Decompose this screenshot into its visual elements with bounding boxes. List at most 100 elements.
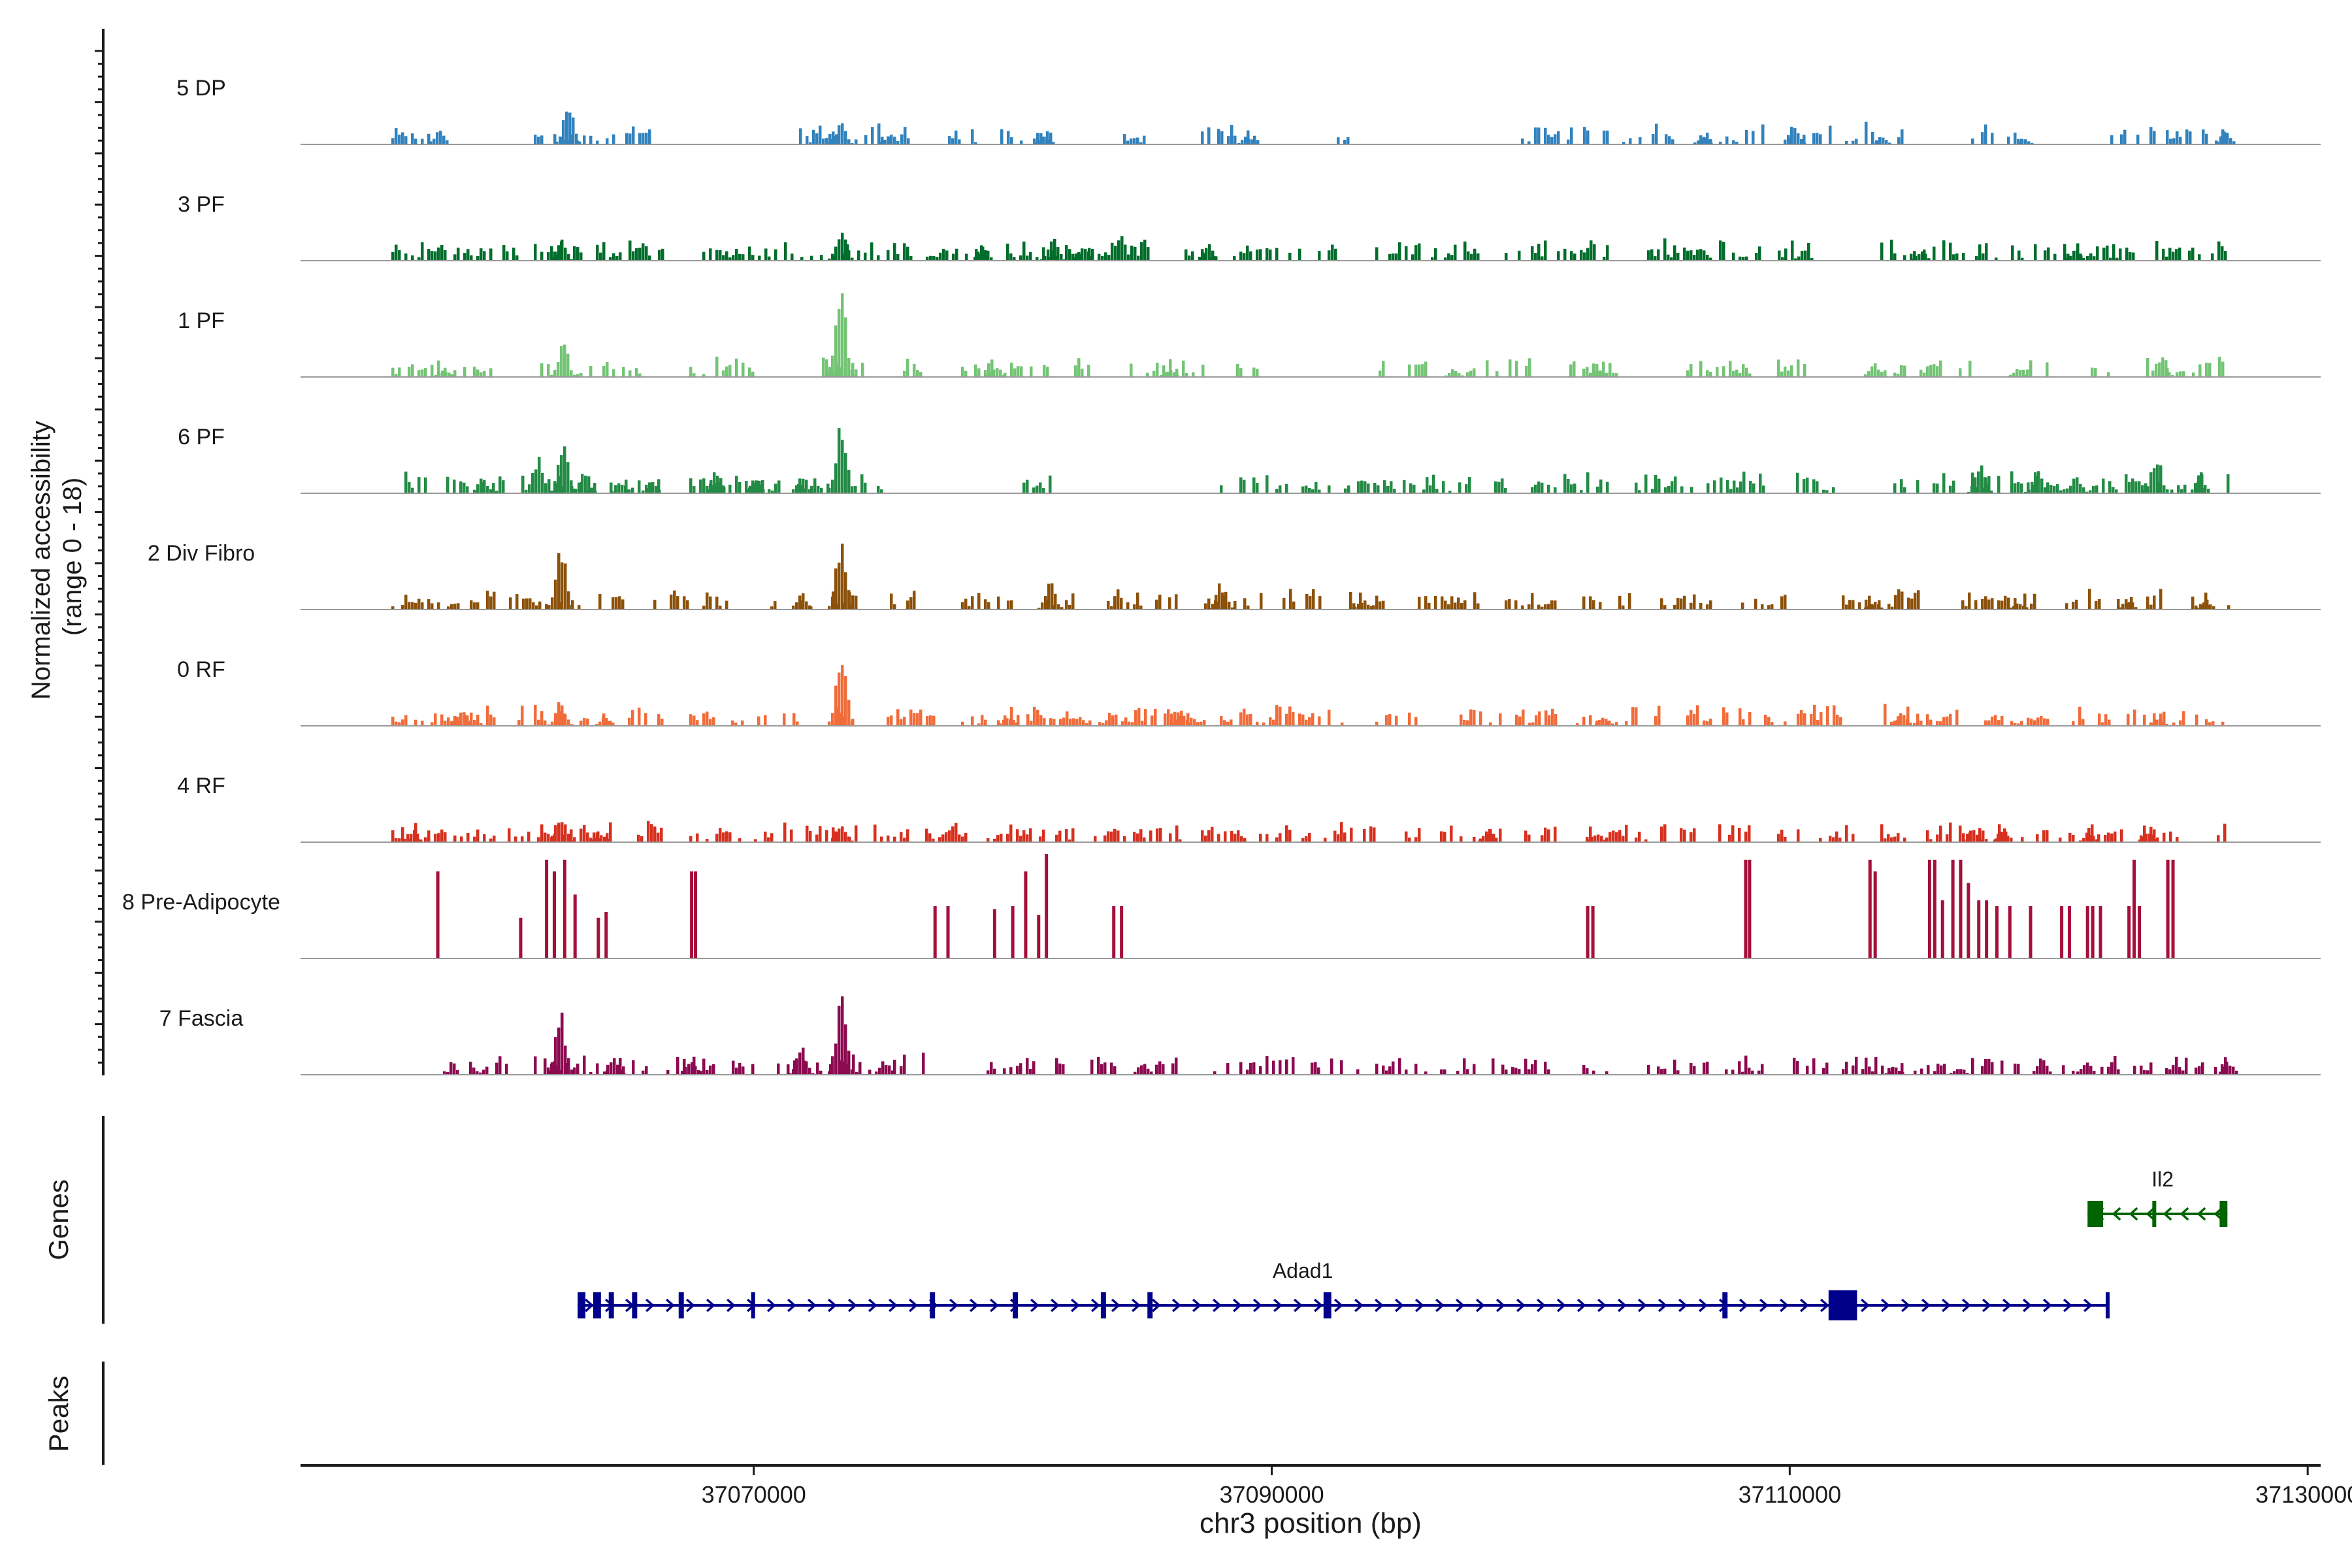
coverage-bar bbox=[1680, 598, 1683, 610]
coverage-bar bbox=[1315, 482, 1318, 493]
coverage-bar bbox=[811, 1073, 815, 1075]
coverage-bar bbox=[1405, 246, 1408, 261]
coverage-bar bbox=[1531, 487, 1534, 493]
strand-arrow bbox=[1495, 1298, 1505, 1313]
coverage-bar bbox=[1518, 250, 1521, 261]
coverage-bar bbox=[1497, 482, 1501, 493]
coverage-bar bbox=[1046, 131, 1049, 144]
coverage-bar bbox=[1984, 1059, 1987, 1075]
coverage-bar bbox=[1548, 715, 1551, 726]
strand-arrow bbox=[1131, 1298, 1141, 1313]
coverage-bar bbox=[1660, 826, 1663, 842]
coverage-bar bbox=[1833, 705, 1836, 726]
coverage-bar bbox=[2128, 482, 2131, 493]
coverage-bar bbox=[1997, 476, 2001, 493]
coverage-bar bbox=[1434, 595, 1437, 610]
coverage-bar bbox=[551, 721, 554, 726]
coverage-bar bbox=[1352, 603, 1356, 610]
coverage-bar bbox=[1039, 482, 1042, 493]
coverage-bar bbox=[2026, 369, 2029, 377]
coverage-bar bbox=[1010, 600, 1013, 610]
coverage-bar bbox=[965, 253, 968, 261]
coverage-bar bbox=[2063, 244, 2066, 261]
coverage-bar bbox=[606, 138, 609, 144]
coverage-bar bbox=[748, 367, 751, 377]
coverage-bar bbox=[734, 722, 738, 726]
gene-exon bbox=[608, 1292, 614, 1318]
coverage-bar bbox=[1107, 600, 1110, 610]
coverage-bar bbox=[1466, 720, 1469, 726]
gene-il2: Il2 bbox=[2087, 1168, 2228, 1227]
coverage-bar bbox=[1285, 1059, 1288, 1075]
coverage-bar bbox=[2176, 837, 2179, 842]
coverage-bar bbox=[1842, 595, 1845, 610]
coverage-bar bbox=[1690, 710, 1693, 726]
coverage-bar bbox=[2047, 491, 2050, 493]
coverage-bar bbox=[706, 489, 710, 493]
gene-exon bbox=[2152, 1201, 2157, 1227]
coverage-bar bbox=[1068, 839, 1071, 842]
coverage-bar bbox=[642, 490, 645, 493]
coverage-bar bbox=[738, 253, 742, 261]
coverage-bar bbox=[1143, 837, 1146, 842]
coverage-bar bbox=[1901, 1072, 1904, 1075]
coverage-bar bbox=[1289, 589, 1292, 610]
coverage-bar bbox=[835, 134, 838, 144]
coverage-bar bbox=[1256, 140, 1260, 144]
coverage-bar bbox=[1673, 1059, 1676, 1075]
coverage-bar bbox=[2087, 828, 2091, 842]
coverage-bar bbox=[751, 371, 755, 377]
coverage-bar bbox=[441, 370, 444, 377]
track-label: 6 PF bbox=[178, 425, 225, 449]
coverage-bar bbox=[1703, 720, 1706, 726]
coverage-bar bbox=[1065, 600, 1068, 610]
coverage-bar bbox=[696, 720, 699, 726]
coverage-bar bbox=[2046, 482, 2050, 493]
coverage-bar bbox=[1622, 836, 1625, 842]
coverage-bar bbox=[1409, 483, 1413, 493]
coverage-bar bbox=[1885, 1073, 1888, 1075]
coverage-bar bbox=[689, 836, 693, 842]
coverage-bar bbox=[1020, 140, 1023, 144]
coverage-bar bbox=[1742, 719, 1745, 726]
coverage-bar bbox=[406, 834, 410, 842]
coverage-bar bbox=[847, 700, 851, 726]
coverage-bar bbox=[1450, 825, 1453, 842]
coverage-bar bbox=[401, 827, 404, 842]
coverage-bar bbox=[411, 133, 414, 144]
coverage-bar bbox=[1618, 595, 1622, 610]
coverage-bar bbox=[1916, 480, 1919, 493]
coverage-bar bbox=[525, 598, 529, 610]
coverage-bar bbox=[1903, 365, 1906, 377]
coverage-bar bbox=[473, 602, 476, 610]
coverage-bar bbox=[1537, 604, 1541, 610]
coverage-bar bbox=[673, 590, 676, 610]
coverage-bar bbox=[984, 370, 987, 377]
coverage-bar bbox=[974, 142, 977, 144]
coverage-bar bbox=[751, 255, 755, 261]
coverage-bar bbox=[838, 712, 841, 726]
coverage-bar bbox=[1893, 372, 1897, 377]
coverage-bar bbox=[1984, 124, 1987, 144]
coverage-bar bbox=[2031, 482, 2034, 493]
coverage-bar bbox=[1852, 140, 1855, 144]
coverage-bar bbox=[642, 243, 645, 261]
coverage-bar bbox=[883, 139, 887, 144]
coverage-bar bbox=[1479, 838, 1482, 842]
coverage-bar bbox=[421, 721, 424, 726]
coverage-bar bbox=[632, 251, 635, 261]
coverage-bar bbox=[1699, 249, 1703, 261]
coverage-bar bbox=[1090, 1059, 1094, 1075]
coverage-bar bbox=[847, 358, 851, 377]
coverage-bar bbox=[1797, 256, 1801, 261]
coverage-bar bbox=[1881, 1066, 1884, 1075]
coverage-bar bbox=[1492, 1058, 1495, 1075]
coverage-bar bbox=[851, 486, 854, 493]
coverage-bar bbox=[628, 717, 631, 726]
coverage-bar bbox=[877, 255, 880, 261]
coverage-bar bbox=[2079, 840, 2082, 842]
coverage-bar bbox=[1005, 718, 1009, 726]
coverage-bar bbox=[1192, 372, 1195, 377]
coverage-bar bbox=[1208, 608, 1211, 610]
coverage-bar bbox=[851, 142, 854, 144]
